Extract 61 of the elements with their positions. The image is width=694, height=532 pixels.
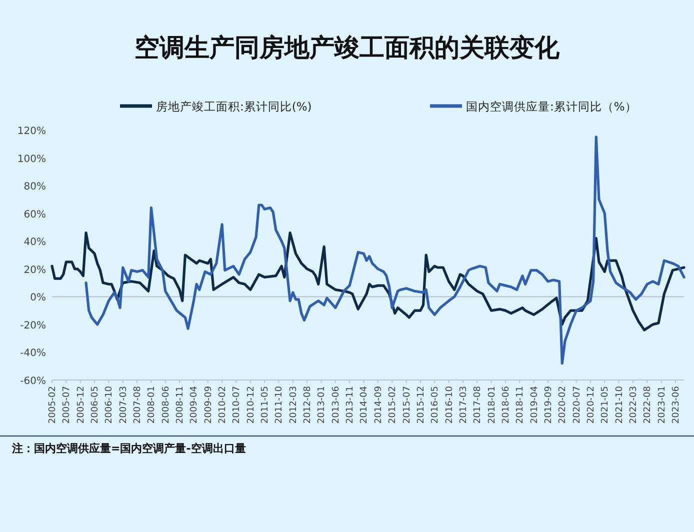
x-tick-label: 2014-04 — [360, 386, 370, 424]
x-tick-label: 2010-02 — [218, 386, 228, 424]
x-tick-label: 2019-09 — [544, 386, 554, 424]
x-tick-label: 2009-09 — [204, 386, 214, 424]
x-tick-label: 2016-05 — [430, 386, 441, 424]
x-tick-label: 2017-03 — [458, 386, 469, 424]
x-tick-label: 2006-10 — [104, 386, 115, 424]
x-tick-label: 2007-03 — [118, 386, 129, 424]
x-tick-label: 2018-11 — [516, 386, 526, 424]
y-tick-label: -20% — [20, 320, 46, 332]
y-tick-label: 60% — [24, 209, 46, 220]
x-tick-label: 2016-10 — [444, 386, 455, 424]
x-tick-label: 2018-06 — [501, 386, 512, 424]
x-tick-label: 2008-06 — [161, 386, 172, 424]
x-tick-label: 2005-02 — [48, 386, 58, 424]
legend-label: 国内空调供应量:累计同比（%） — [466, 100, 637, 114]
y-tick-label: 100% — [17, 154, 46, 165]
chart-title: 空调生产同房地产竣工面积的关联变化 — [134, 33, 560, 62]
x-tick-label: 2012-03 — [288, 386, 299, 424]
x-tick-label: 2007-08 — [133, 386, 144, 424]
x-tick-label: 2020-07 — [572, 386, 582, 424]
x-tick-label: 2021-10 — [614, 386, 625, 424]
line-series — [50, 231, 686, 332]
line-series — [84, 136, 686, 365]
x-tick-label: 2015-12 — [416, 386, 426, 424]
y-tick-label: 0% — [30, 292, 46, 304]
y-tick-label: -60% — [20, 376, 46, 387]
x-tick-label: 2013-06 — [331, 386, 342, 424]
x-tick-label: 2009-04 — [190, 386, 200, 424]
y-tick-label: 20% — [24, 264, 46, 276]
x-tick-label: 2013-11 — [346, 386, 356, 424]
x-tick-label: 2020-02 — [558, 386, 568, 424]
x-tick-label: 2011-10 — [274, 386, 285, 424]
x-tick-label: 2013-01 — [317, 386, 328, 424]
x-tick-label: 2023-06 — [672, 386, 682, 424]
x-tick-label: 2015-07 — [402, 386, 412, 424]
x-tick-label: 2005-12 — [76, 386, 86, 424]
x-tick-label: 2006-05 — [90, 386, 101, 424]
x-tick-label: 2015-02 — [388, 386, 398, 424]
x-tick-label: 2019-04 — [530, 386, 540, 424]
y-tick-label: 120% — [17, 126, 46, 137]
x-tick-label: 2018-01 — [487, 386, 498, 424]
x-tick-label: 2011-05 — [260, 386, 271, 424]
x-tick-label: 2014-09 — [374, 386, 384, 424]
x-tick-label: 2023-01 — [657, 386, 668, 424]
y-tick-label: 40% — [24, 237, 46, 248]
x-tick-label: 2008-11 — [176, 386, 186, 424]
x-tick-label: 2022-08 — [643, 386, 654, 424]
text: 注：国内空调供应量=国内空调产量-空调出口量 — [11, 442, 246, 455]
x-tick-label: 2017-08 — [473, 386, 484, 424]
x-tick-label: 2008-01 — [147, 386, 158, 424]
y-tick-label: 80% — [24, 182, 46, 193]
x-tick-label: 2012-08 — [303, 386, 314, 424]
legend-label: 房地产竣工面积:累计同比(%) — [156, 100, 312, 114]
x-tick-label: 2010-07 — [232, 386, 242, 424]
x-tick-label: 2021-05 — [600, 386, 611, 424]
x-tick-label: 2005-07 — [62, 386, 72, 424]
x-tick-label: 2020-12 — [586, 386, 596, 424]
x-tick-label: 2010-12 — [246, 386, 256, 424]
y-tick-label: -40% — [20, 348, 46, 360]
x-tick-label: 2022-03 — [628, 386, 639, 424]
